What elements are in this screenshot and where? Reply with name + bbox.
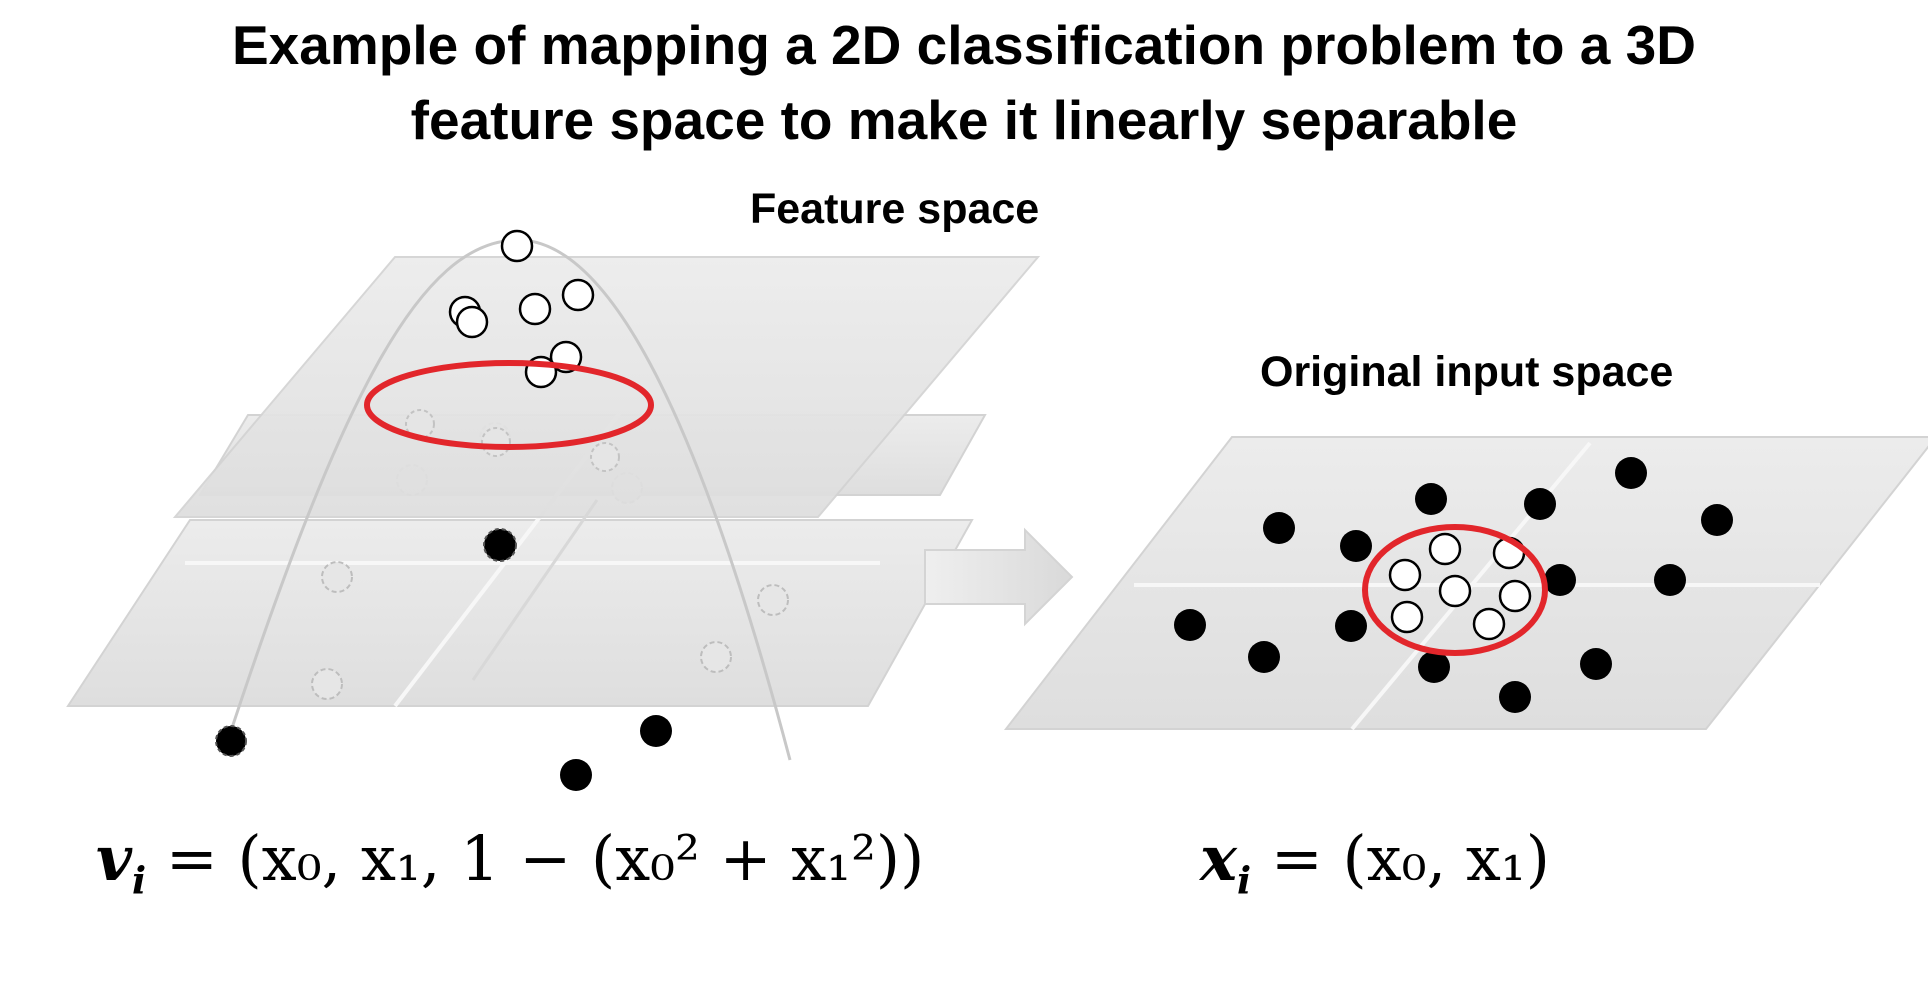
feature-formula-rhs: = (x₀, x₁, 1 − (x₀² + x₁²)) xyxy=(165,822,925,895)
positive-point xyxy=(481,427,511,457)
negative-point xyxy=(1174,609,1206,641)
slide-title: Example of mapping a 2D classification p… xyxy=(0,8,1928,158)
feature-decision-boundary xyxy=(364,360,654,450)
input-mapping-formula: xi = (x₀, x₁) xyxy=(1200,822,1550,902)
projected-point xyxy=(311,668,343,700)
feature-space-label: Feature space xyxy=(750,185,1040,233)
projected-point xyxy=(321,561,353,593)
positive-point xyxy=(1428,532,1462,566)
title-line-2: feature space to make it linearly separa… xyxy=(410,89,1518,151)
negative-point xyxy=(560,759,592,791)
positive-point xyxy=(500,229,534,263)
negative-points-feature xyxy=(215,528,672,791)
feature-formula-lhs: v xyxy=(96,822,133,895)
feature-mapping-formula: vi = (x₀, x₁, 1 − (x₀² + x₁²)) xyxy=(96,822,924,902)
input-plane-axis xyxy=(1350,441,1592,731)
positive-point xyxy=(1438,574,1472,608)
positive-point xyxy=(518,292,552,326)
negative-point xyxy=(640,715,672,747)
projected-point xyxy=(757,584,789,616)
negative-point xyxy=(1701,504,1733,536)
negative-point xyxy=(483,528,517,562)
negative-point xyxy=(1415,483,1447,515)
negative-point xyxy=(215,725,247,757)
paraboloid-rib xyxy=(471,499,599,681)
feature-formula-lhs-sub: i xyxy=(132,858,147,903)
negative-point xyxy=(1340,530,1372,562)
positive-point xyxy=(561,278,595,312)
projected-point xyxy=(700,641,732,673)
positive-point xyxy=(455,305,489,339)
positive-point xyxy=(590,442,620,472)
positive-point xyxy=(1498,579,1532,613)
input-formula-lhs: x xyxy=(1200,822,1237,895)
positive-points-feature xyxy=(405,229,620,472)
negative-point xyxy=(1524,488,1556,520)
input-formula-lhs-sub: i xyxy=(1236,858,1252,903)
original-input-space-label: Original input space xyxy=(1260,348,1674,396)
negative-point xyxy=(1248,641,1280,673)
negative-point xyxy=(1335,610,1367,642)
feature-plane-top xyxy=(172,256,1041,518)
positive-point xyxy=(1472,607,1506,641)
negative-points-input xyxy=(1174,457,1733,713)
mapping-arrow xyxy=(924,527,1074,627)
positive-points-input xyxy=(1388,532,1532,641)
input-decision-boundary xyxy=(1362,524,1548,656)
positive-point xyxy=(1388,558,1422,592)
title-line-1: Example of mapping a 2D classification p… xyxy=(232,14,1696,76)
negative-point xyxy=(1499,681,1531,713)
input-formula-rhs: = (x₀, x₁) xyxy=(1270,822,1550,895)
negative-point xyxy=(1615,457,1647,489)
negative-point xyxy=(1544,564,1576,596)
positive-point xyxy=(1390,600,1424,634)
negative-point xyxy=(1580,648,1612,680)
negative-point xyxy=(1418,651,1450,683)
negative-point xyxy=(1654,564,1686,596)
negative-point xyxy=(1263,512,1295,544)
